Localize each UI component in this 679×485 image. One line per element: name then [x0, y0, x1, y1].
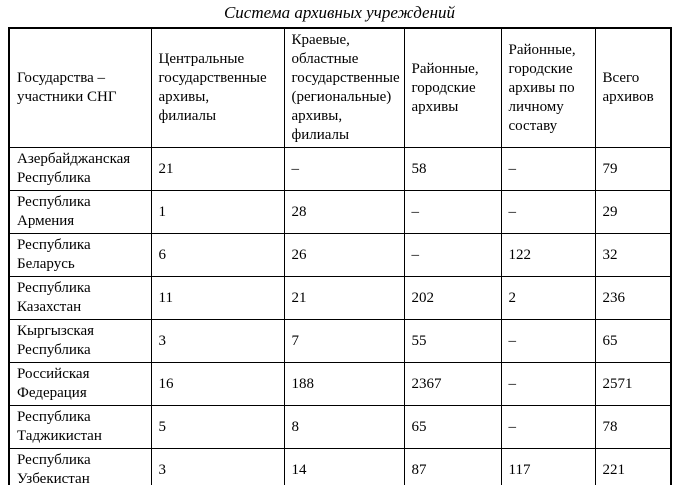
column-header-total: Всего архивов	[594, 27, 672, 148]
country-cell: Кыргызская Республика	[8, 319, 152, 363]
value-cell: –	[500, 319, 596, 363]
value-cell: 21	[283, 276, 405, 320]
value-cell: –	[500, 190, 596, 234]
value-cell: 117	[500, 448, 596, 485]
column-header-states: Государства – участники СНГ	[8, 27, 152, 148]
value-cell: 2	[500, 276, 596, 320]
header-row: Государства – участники СНГ Центральные …	[8, 27, 672, 148]
column-header-regional-archives: Краевые, областные государственные (реги…	[283, 27, 405, 148]
value-cell: 65	[403, 405, 502, 449]
total-cell: 65	[594, 319, 672, 363]
table-title: Система архивных учреждений	[223, 3, 456, 22]
archives-table: Государства – участники СНГ Центральные …	[8, 27, 672, 485]
total-cell: 221	[594, 448, 672, 485]
table-row: Республика Казахстан 11 21 202 2 236	[8, 276, 672, 320]
value-cell: 16	[150, 362, 285, 406]
total-cell: 2571	[594, 362, 672, 406]
value-cell: 6	[150, 233, 285, 277]
value-cell: 188	[283, 362, 405, 406]
value-cell: 2367	[403, 362, 502, 406]
country-cell: Республика Армения	[8, 190, 152, 234]
column-header-central-archives: Центральные государственные архивы, фили…	[150, 27, 285, 148]
table-row: Азербайджанская Республика 21 – 58 – 79	[8, 147, 672, 191]
total-cell: 236	[594, 276, 672, 320]
value-cell: –	[283, 147, 405, 191]
country-cell: Российская Федерация	[8, 362, 152, 406]
value-cell: 7	[283, 319, 405, 363]
table-row: Кыргызская Республика 3 7 55 – 65	[8, 319, 672, 363]
table-row: Республика Беларусь 6 26 – 122 32	[8, 233, 672, 277]
value-cell: 14	[283, 448, 405, 485]
value-cell: –	[500, 362, 596, 406]
value-cell: –	[403, 190, 502, 234]
value-cell: 1	[150, 190, 285, 234]
total-cell: 78	[594, 405, 672, 449]
total-cell: 29	[594, 190, 672, 234]
value-cell: 55	[403, 319, 502, 363]
value-cell: –	[500, 147, 596, 191]
value-cell: 11	[150, 276, 285, 320]
value-cell: 3	[150, 319, 285, 363]
value-cell: 21	[150, 147, 285, 191]
table-row: Республика Армения 1 28 – – 29	[8, 190, 672, 234]
total-cell: 79	[594, 147, 672, 191]
table-row: Республика Таджикистан 5 8 65 – 78	[8, 405, 672, 449]
value-cell: 58	[403, 147, 502, 191]
value-cell: –	[403, 233, 502, 277]
value-cell: 8	[283, 405, 405, 449]
total-cell: 32	[594, 233, 672, 277]
value-cell: 28	[283, 190, 405, 234]
country-cell: Республика Беларусь	[8, 233, 152, 277]
country-cell: Республика Узбекистан	[8, 448, 152, 485]
column-header-personnel-archives: Районные, городские архивы по личному со…	[500, 27, 596, 148]
value-cell: 202	[403, 276, 502, 320]
country-cell: Республика Казахстан	[8, 276, 152, 320]
country-cell: Азербайджанская Республика	[8, 147, 152, 191]
value-cell: 26	[283, 233, 405, 277]
value-cell: 3	[150, 448, 285, 485]
table-row: Российская Федерация 16 188 2367 – 2571	[8, 362, 672, 406]
value-cell: –	[500, 405, 596, 449]
value-cell: 5	[150, 405, 285, 449]
column-header-district-archives: Районные, городские архивы	[403, 27, 502, 148]
country-cell: Республика Таджикистан	[8, 405, 152, 449]
value-cell: 87	[403, 448, 502, 485]
value-cell: 122	[500, 233, 596, 277]
table-row: Республика Узбекистан 3 14 87 117 221	[8, 448, 672, 485]
